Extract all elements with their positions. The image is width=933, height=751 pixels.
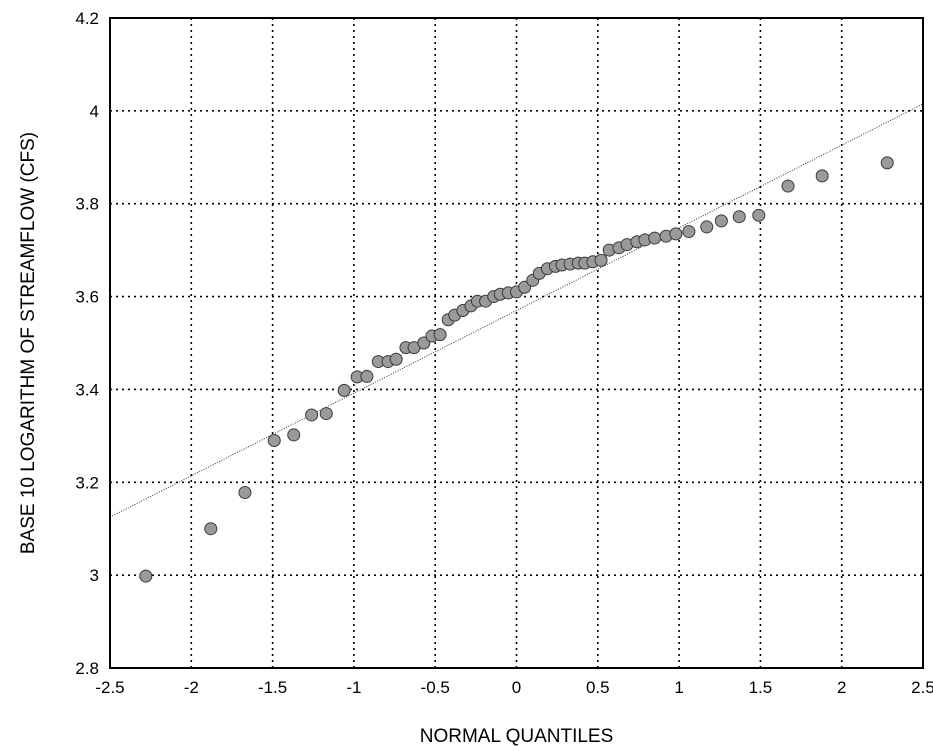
x-tick-label: -0.5 xyxy=(421,678,450,697)
data-point xyxy=(204,522,218,536)
data-point xyxy=(389,352,403,366)
data-point xyxy=(700,220,714,234)
data-point xyxy=(682,225,696,239)
data-point xyxy=(815,169,829,183)
data-point xyxy=(337,383,351,397)
data-point xyxy=(648,231,662,245)
data-point xyxy=(669,227,683,241)
data-point xyxy=(781,179,795,193)
x-tick-label: -1 xyxy=(346,678,361,697)
data-points xyxy=(139,156,894,583)
x-tick-label: 1 xyxy=(674,678,683,697)
data-point xyxy=(732,210,746,224)
x-axis-label: NORMAL QUANTILES xyxy=(420,726,614,747)
x-tick-label: -2.5 xyxy=(95,678,124,697)
data-point xyxy=(752,208,766,222)
data-point xyxy=(238,486,252,499)
y-axis-label: BASE 10 LOGARITHM OF STREAMFLOW (CFS) xyxy=(18,132,39,554)
y-tick-label: 4.2 xyxy=(75,9,99,28)
x-tick-label: 2.5 xyxy=(911,678,933,697)
fit-line xyxy=(109,103,924,518)
y-tick-label: 3.2 xyxy=(75,473,99,492)
x-tick-label: 0 xyxy=(512,678,521,697)
grid-lines xyxy=(110,18,923,668)
data-point xyxy=(267,434,281,447)
y-tick-label: 4 xyxy=(90,102,99,121)
data-point xyxy=(714,214,728,228)
y-tick-label: 3.4 xyxy=(75,380,99,399)
x-tick-label: 1.5 xyxy=(749,678,773,697)
x-axis-tick-labels: -2.5 -2 -1.5 -1 -0.5 0 0.5 1 1.5 2 2.5 xyxy=(95,678,933,697)
y-tick-label: 3.8 xyxy=(75,195,99,214)
y-tick-label: 3 xyxy=(90,566,99,585)
data-point xyxy=(360,369,374,383)
x-tick-label: 0.5 xyxy=(586,678,610,697)
x-tick-label: -2 xyxy=(184,678,199,697)
data-point xyxy=(319,407,333,421)
plot-frame xyxy=(109,17,924,669)
data-point xyxy=(139,569,153,583)
data-point xyxy=(433,328,447,342)
data-point xyxy=(594,253,608,267)
y-axis-tick-labels: 2.8 3 3.2 3.4 3.6 3.8 4 4.2 xyxy=(75,9,99,678)
data-point xyxy=(287,428,301,442)
x-tick-label: -1.5 xyxy=(258,678,287,697)
y-tick-label: 3.6 xyxy=(75,288,99,307)
data-point xyxy=(305,408,319,422)
y-tick-label: 2.8 xyxy=(75,659,99,678)
data-point xyxy=(880,156,894,170)
x-tick-label: 2 xyxy=(837,678,846,697)
